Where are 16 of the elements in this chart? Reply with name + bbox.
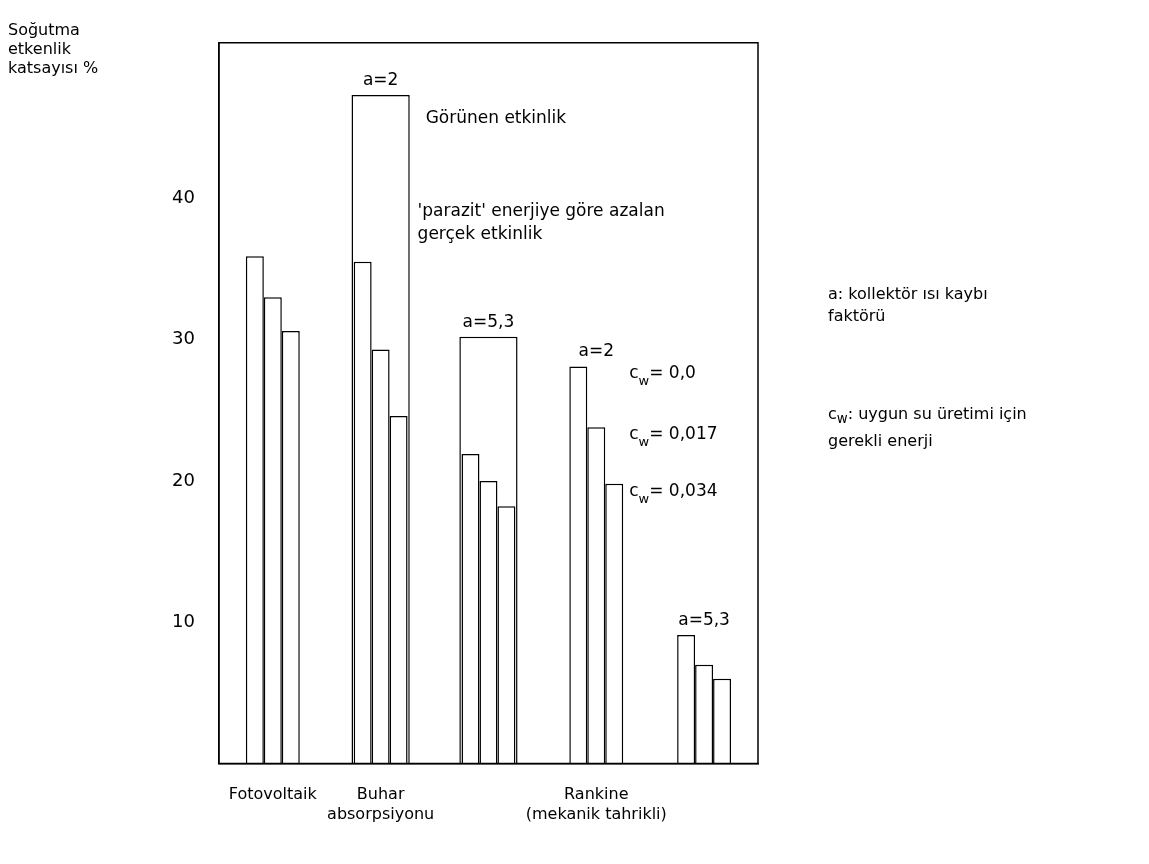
y-tick-label: 20 (172, 468, 195, 490)
series-label: Görünen etkinlik (425, 107, 567, 128)
y-axis-title: Soğutma etkenlik katsayısı % (8, 20, 100, 77)
x-tick-label: Fotovoltaik (228, 784, 318, 804)
annotation: a=2 (362, 69, 399, 90)
x-tick-label: Rankine (mekanik tahrikli) (525, 784, 667, 823)
y-tick-label: 10 (172, 609, 195, 631)
annotation: a=5,3 (678, 608, 730, 629)
text: c$_{w}$: uygun su üretimi için gerekli enerji (828, 403, 1028, 453)
annotation: a=2 (578, 340, 615, 361)
y-tick-label: 40 (172, 185, 195, 207)
y-tick-label: 30 (172, 327, 195, 349)
annotation: 'parazit' enerjiye göre azalan gerçek etkinlik (417, 199, 665, 243)
x-tick-label: Buhar absorpsiyonu (327, 784, 435, 823)
text: a: kollektör ısı kaybı faktörü (828, 283, 989, 327)
annotation: a=5,3 (462, 310, 515, 331)
